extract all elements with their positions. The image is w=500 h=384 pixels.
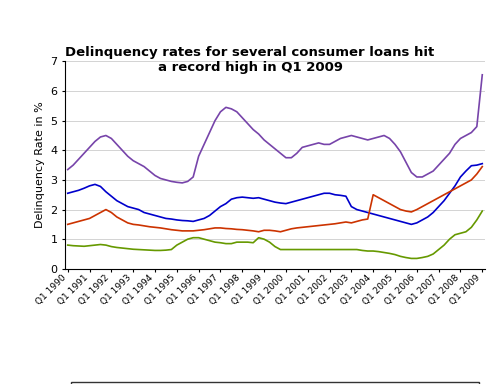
- Indirect Auto Loan: [480, 161, 486, 166]
- Indirect Auto Loan: [244, 195, 250, 200]
- Home Equity Loan: [256, 230, 262, 234]
- HELOC: [234, 240, 240, 245]
- Indirect Auto Loan: [146, 212, 152, 216]
- Indirect Auto Loan: [408, 222, 414, 227]
- Line: Home Equity Loan: Home Equity Loan: [68, 167, 482, 232]
- Credit Card: [250, 127, 256, 132]
- Home Equity Loan: [244, 228, 250, 233]
- HELOC: [146, 248, 152, 252]
- Home Equity Loan: [206, 227, 212, 231]
- Credit Card: [480, 73, 486, 77]
- Text: Delinquency rates for several consumer loans hit
a record high in Q1 2009: Delinquency rates for several consumer l…: [66, 46, 434, 74]
- HELOC: [294, 247, 300, 252]
- HELOC: [244, 240, 250, 245]
- Indirect Auto Loan: [206, 213, 212, 218]
- HELOC: [480, 209, 486, 214]
- Line: Indirect Auto Loan: Indirect Auto Loan: [68, 164, 482, 224]
- HELOC: [206, 238, 212, 243]
- Y-axis label: Delinquency Rate in %: Delinquency Rate in %: [34, 102, 44, 228]
- Home Equity Loan: [64, 222, 70, 227]
- Indirect Auto Loan: [294, 199, 300, 203]
- Home Equity Loan: [201, 227, 207, 232]
- Credit Card: [300, 145, 306, 150]
- Credit Card: [180, 180, 186, 185]
- HELOC: [64, 243, 70, 247]
- Home Equity Loan: [480, 164, 486, 169]
- HELOC: [201, 237, 207, 242]
- Indirect Auto Loan: [201, 216, 207, 221]
- Legend: Indirect Auto Loan, Home Equity Loan, HELOC, Credit Card: Indirect Auto Loan, Home Equity Loan, HE…: [71, 382, 479, 384]
- Credit Card: [240, 116, 246, 120]
- Home Equity Loan: [300, 225, 306, 230]
- Home Equity Loan: [234, 227, 240, 232]
- HELOC: [408, 256, 414, 261]
- Indirect Auto Loan: [234, 195, 240, 200]
- Credit Card: [206, 130, 212, 135]
- Credit Card: [212, 118, 218, 123]
- Indirect Auto Loan: [64, 191, 70, 195]
- Home Equity Loan: [146, 224, 152, 229]
- Line: Credit Card: Credit Card: [68, 75, 482, 183]
- Credit Card: [64, 167, 70, 172]
- Line: HELOC: HELOC: [68, 211, 482, 258]
- Credit Card: [146, 169, 152, 173]
